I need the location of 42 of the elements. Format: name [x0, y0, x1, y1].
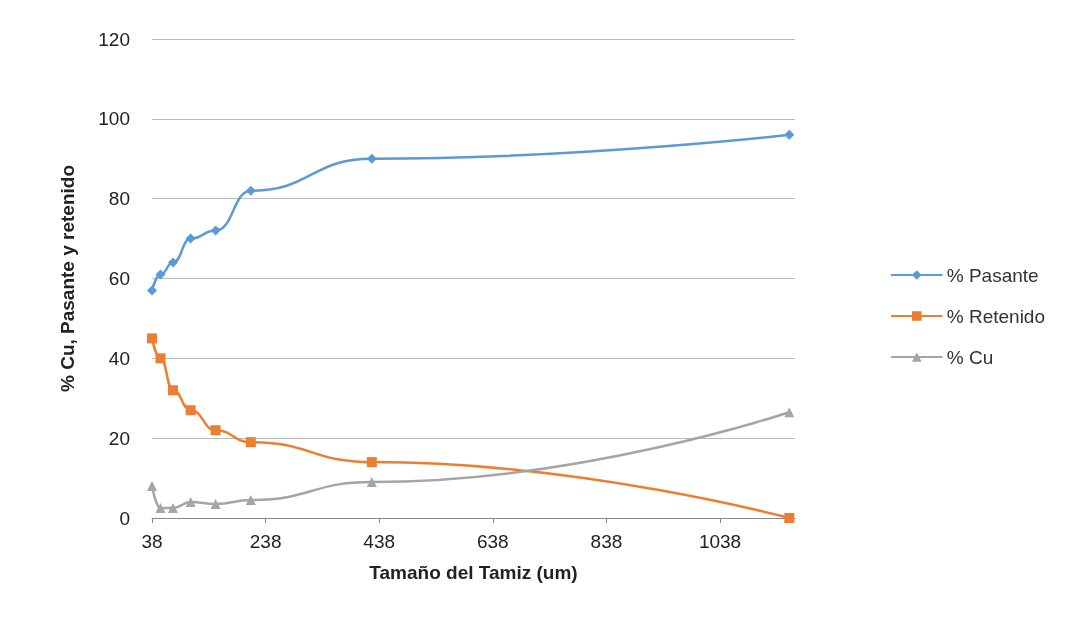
- y-tick-label: 0: [119, 507, 130, 529]
- point: [147, 285, 157, 296]
- y-axis-title: % Cu, Pasante y retenido: [57, 164, 78, 393]
- x-tick-label: 838: [590, 531, 623, 552]
- y-tick-label: 80: [108, 188, 130, 210]
- legend-label: % Retenido: [946, 305, 1046, 327]
- point: [155, 503, 166, 514]
- point: [147, 333, 157, 344]
- point: [245, 495, 256, 506]
- legend-label: % Pasante: [946, 264, 1039, 286]
- point: [168, 385, 179, 396]
- y-tick-label: 40: [108, 347, 130, 369]
- point: [155, 353, 166, 364]
- point: [185, 233, 196, 244]
- point: [210, 425, 221, 436]
- point: [168, 257, 179, 268]
- point: [366, 457, 377, 468]
- point: [366, 477, 377, 488]
- y-tick-label: 100: [98, 108, 130, 130]
- x-axis-title: Tamaño del Tamiz (um): [369, 562, 578, 583]
- point: [784, 129, 795, 140]
- point: [155, 269, 166, 280]
- y-tick-label: 20: [108, 427, 130, 449]
- point: [245, 185, 256, 196]
- point: [784, 407, 795, 418]
- x-tick-label: 438: [363, 531, 396, 552]
- point: [210, 225, 221, 236]
- point: [366, 153, 377, 164]
- point: [245, 437, 256, 448]
- point: [147, 481, 157, 492]
- point: [210, 499, 221, 510]
- point: [168, 503, 179, 514]
- x-tick-label: 38: [141, 531, 163, 552]
- point: [185, 405, 196, 416]
- point: [784, 513, 795, 523]
- x-tick-label: 1038: [698, 531, 742, 552]
- point: [185, 497, 196, 508]
- y-tick-label: 120: [98, 28, 130, 50]
- x-tick-label: 238: [249, 531, 282, 552]
- y-tick-label: 60: [108, 268, 130, 289]
- x-tick-label: 638: [476, 531, 509, 552]
- legend-label: % Cu: [946, 346, 994, 368]
